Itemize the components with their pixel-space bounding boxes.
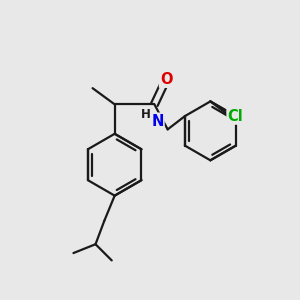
Text: O: O: [160, 72, 172, 87]
Text: H: H: [141, 108, 151, 121]
Text: N: N: [151, 114, 164, 129]
Text: Cl: Cl: [227, 109, 243, 124]
